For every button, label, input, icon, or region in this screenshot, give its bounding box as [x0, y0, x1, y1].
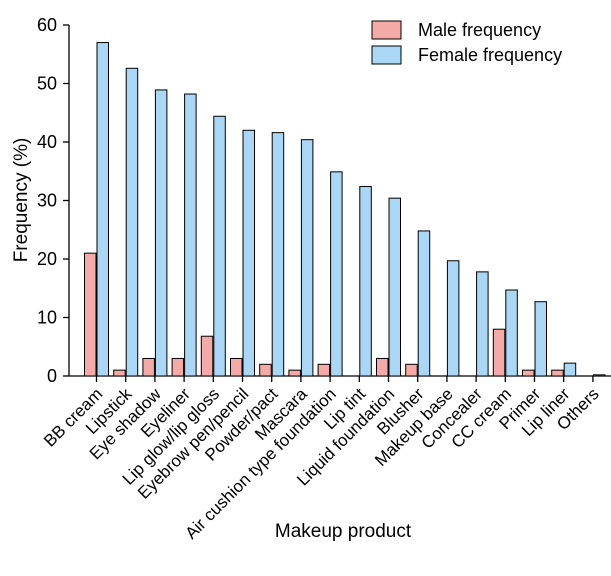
bar-female [300, 139, 314, 377]
y-tick-label: 40 [37, 132, 57, 152]
bar-male [200, 335, 214, 377]
y-tick-label: 10 [37, 308, 57, 328]
bar-female [359, 185, 372, 377]
bar-female [563, 362, 577, 377]
bar-female [446, 260, 460, 377]
bar-male [288, 369, 301, 377]
x-axis [69, 375, 611, 382]
bar-male [522, 369, 535, 377]
bar-female [592, 374, 606, 377]
bar-male [317, 363, 331, 377]
legend-label: Female frequency [418, 45, 562, 65]
bar-male [259, 363, 272, 377]
bar-female [125, 67, 139, 377]
legend-swatch [371, 45, 402, 65]
bar-female [417, 230, 431, 377]
y-tick-label: 50 [37, 74, 57, 94]
bar-female [96, 42, 109, 377]
x-axis-title: Makeup product [275, 521, 412, 542]
bar-male [142, 357, 155, 377]
bars [84, 42, 606, 377]
legend-label: Male frequency [418, 20, 541, 40]
bar-female [388, 197, 401, 377]
y-tick-label: 0 [47, 366, 57, 386]
bar-male [171, 357, 185, 377]
bar-male [492, 328, 506, 377]
bar-female [242, 129, 255, 377]
bar-male [230, 357, 243, 377]
bar-female [534, 301, 547, 377]
bar-female [271, 132, 285, 377]
bar-female [330, 171, 343, 377]
y-tick-label: 20 [37, 249, 57, 269]
bar-female [213, 115, 226, 377]
legend: Male frequency Female frequency [371, 20, 562, 65]
y-tick-label: 30 [37, 191, 57, 211]
bar-male [113, 369, 126, 377]
y-axis: 0 10 20 30 40 50 60 [37, 15, 70, 386]
bar-female [184, 93, 197, 377]
bar-female [476, 271, 489, 377]
bar-male [405, 363, 418, 377]
y-axis-title: Frequency (%) [11, 138, 32, 263]
bar-female [154, 89, 168, 377]
bar-male [551, 369, 564, 377]
legend-swatch [371, 20, 402, 40]
y-tick-label: 60 [37, 15, 57, 35]
bar-male [376, 357, 389, 377]
bar-female [505, 289, 518, 377]
bar-male [84, 252, 97, 377]
